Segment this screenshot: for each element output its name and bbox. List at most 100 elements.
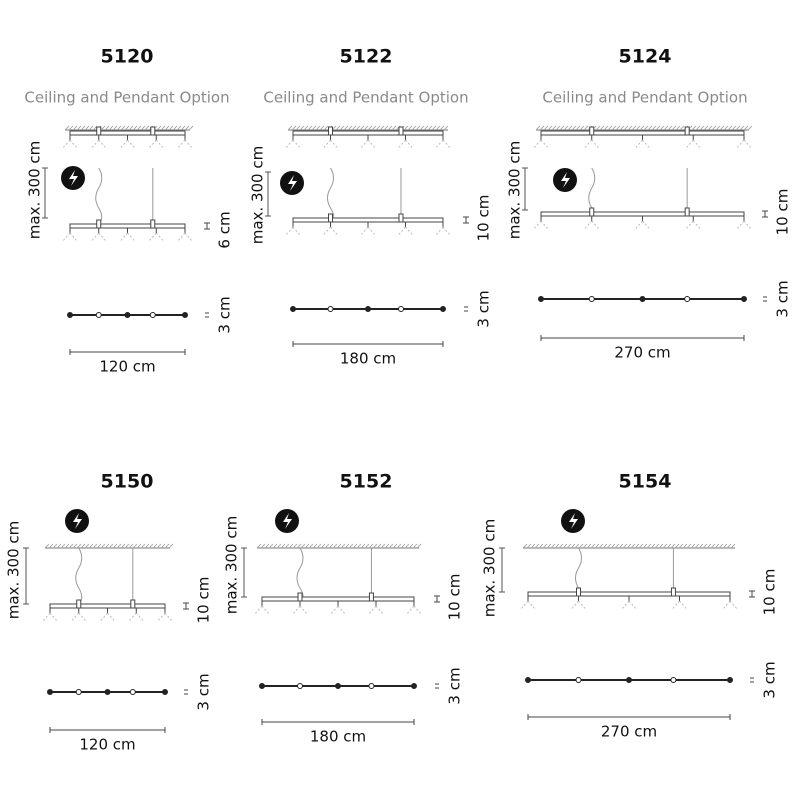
top-view-joint bbox=[368, 683, 375, 689]
light-ray bbox=[434, 226, 444, 237]
light-ray bbox=[155, 232, 165, 243]
fixture-module bbox=[297, 592, 303, 602]
ceiling-hatch bbox=[76, 125, 82, 131]
top-view-joint bbox=[639, 296, 646, 302]
light-ray bbox=[156, 612, 166, 623]
ceiling-hatch bbox=[176, 125, 182, 131]
light-ray bbox=[692, 220, 702, 231]
height-mark bbox=[183, 602, 189, 610]
ceiling-hatch bbox=[311, 125, 317, 131]
ceiling-hatch bbox=[44, 543, 50, 549]
ceiling-hatch bbox=[723, 125, 729, 131]
fixture-module bbox=[96, 126, 102, 136]
light-ray bbox=[155, 139, 165, 150]
top-view-joint bbox=[297, 683, 303, 689]
light-ray bbox=[164, 612, 174, 623]
ceiling-hatch bbox=[272, 543, 278, 549]
fixture-module bbox=[398, 126, 404, 136]
ceiling-hatch bbox=[682, 543, 688, 549]
ceiling-hatch bbox=[707, 125, 713, 131]
ceiling-hatch bbox=[140, 125, 146, 131]
light-ray bbox=[397, 226, 406, 237]
light-ray bbox=[578, 600, 587, 611]
light-ray bbox=[721, 600, 731, 611]
fixture-module bbox=[576, 587, 581, 597]
light-ray bbox=[527, 600, 537, 611]
top-view-joint bbox=[741, 296, 747, 302]
ceiling-hatch bbox=[140, 543, 146, 549]
ceiling-hatch bbox=[714, 543, 720, 549]
width-label: 270 cm bbox=[601, 723, 657, 741]
ceiling-hatch bbox=[376, 543, 382, 549]
ceiling-hatch bbox=[416, 543, 422, 549]
ceiling-hatch bbox=[164, 543, 170, 549]
ceiling-hatch bbox=[559, 125, 565, 131]
ceiling-hatch bbox=[719, 125, 725, 131]
ceiling-hatch bbox=[400, 543, 406, 549]
power-bolt bbox=[283, 513, 292, 529]
ceiling-hatch bbox=[583, 125, 589, 131]
product-panel: 5152 max. 300 cm 10 cm 3 cm 180 cm bbox=[223, 471, 464, 746]
width-label: 270 cm bbox=[614, 344, 670, 362]
top-view-joint bbox=[538, 296, 544, 302]
ceiling-hatch bbox=[646, 543, 652, 549]
ceiling-hatch bbox=[634, 543, 640, 549]
ceiling-hatch bbox=[602, 543, 608, 549]
ceiling-hatch bbox=[551, 125, 557, 131]
ceiling-hatch bbox=[364, 543, 370, 549]
ceiling-hatch bbox=[112, 125, 118, 131]
ceiling-hatch bbox=[655, 125, 661, 131]
top-view-joint bbox=[259, 683, 265, 689]
ceiling-hatch bbox=[184, 125, 190, 131]
ceiling-hatch bbox=[706, 543, 712, 549]
width-dimension bbox=[292, 341, 444, 347]
light-ray bbox=[292, 226, 302, 237]
ceiling-hatch bbox=[295, 125, 301, 131]
power-bolt bbox=[288, 175, 297, 191]
light-ray bbox=[405, 139, 414, 150]
ceiling-hatch bbox=[144, 543, 150, 549]
ceiling-hatch bbox=[643, 125, 649, 131]
ceiling-hatch bbox=[108, 125, 114, 131]
power-cable bbox=[75, 547, 83, 605]
ceiling-hatch bbox=[671, 125, 677, 131]
light-ray bbox=[184, 139, 194, 150]
ceiling-hatch bbox=[132, 125, 138, 131]
light-ray bbox=[532, 139, 542, 150]
light-ray bbox=[61, 139, 71, 150]
light-ray bbox=[679, 600, 688, 611]
ceiling-hatch bbox=[715, 125, 721, 131]
model-number: 5150 bbox=[101, 471, 154, 493]
ceiling-hatch bbox=[623, 125, 629, 131]
ceiling-hatch bbox=[526, 543, 532, 549]
ceiling-hatch bbox=[392, 543, 398, 549]
light-ray bbox=[90, 139, 100, 150]
fixture-module bbox=[328, 126, 333, 136]
fixture-module bbox=[589, 126, 595, 136]
ceiling-hatch bbox=[116, 543, 122, 549]
ceiling-hatch bbox=[711, 125, 717, 131]
light-ray bbox=[98, 232, 108, 243]
light-ray bbox=[532, 220, 542, 231]
light-ray bbox=[69, 139, 79, 150]
ceiling-hatch bbox=[554, 543, 560, 549]
depth-mark bbox=[435, 683, 439, 689]
ceiling-hatch bbox=[48, 543, 54, 549]
ceiling-hatch bbox=[658, 543, 664, 549]
height-mark bbox=[749, 590, 755, 598]
height-label: 10 cm bbox=[761, 569, 779, 616]
light-ray bbox=[628, 600, 638, 611]
power-cable bbox=[296, 547, 304, 598]
product-panel: 5120 Ceiling and Pendant Option max. 300 c… bbox=[24, 46, 233, 376]
ceiling-hatch bbox=[347, 125, 353, 131]
ceiling-hatch bbox=[722, 543, 728, 549]
ceiling-hatch bbox=[606, 543, 612, 549]
depth-label: 3 cm bbox=[774, 280, 792, 317]
light-ray bbox=[367, 226, 377, 237]
ceiling-hatch bbox=[626, 543, 632, 549]
ceiling-hatch bbox=[84, 543, 90, 549]
ceiling-hatch bbox=[670, 543, 676, 549]
ceiling-hatch bbox=[339, 125, 345, 131]
top-view-joint bbox=[411, 683, 417, 689]
depth-label: 3 cm bbox=[446, 667, 464, 704]
